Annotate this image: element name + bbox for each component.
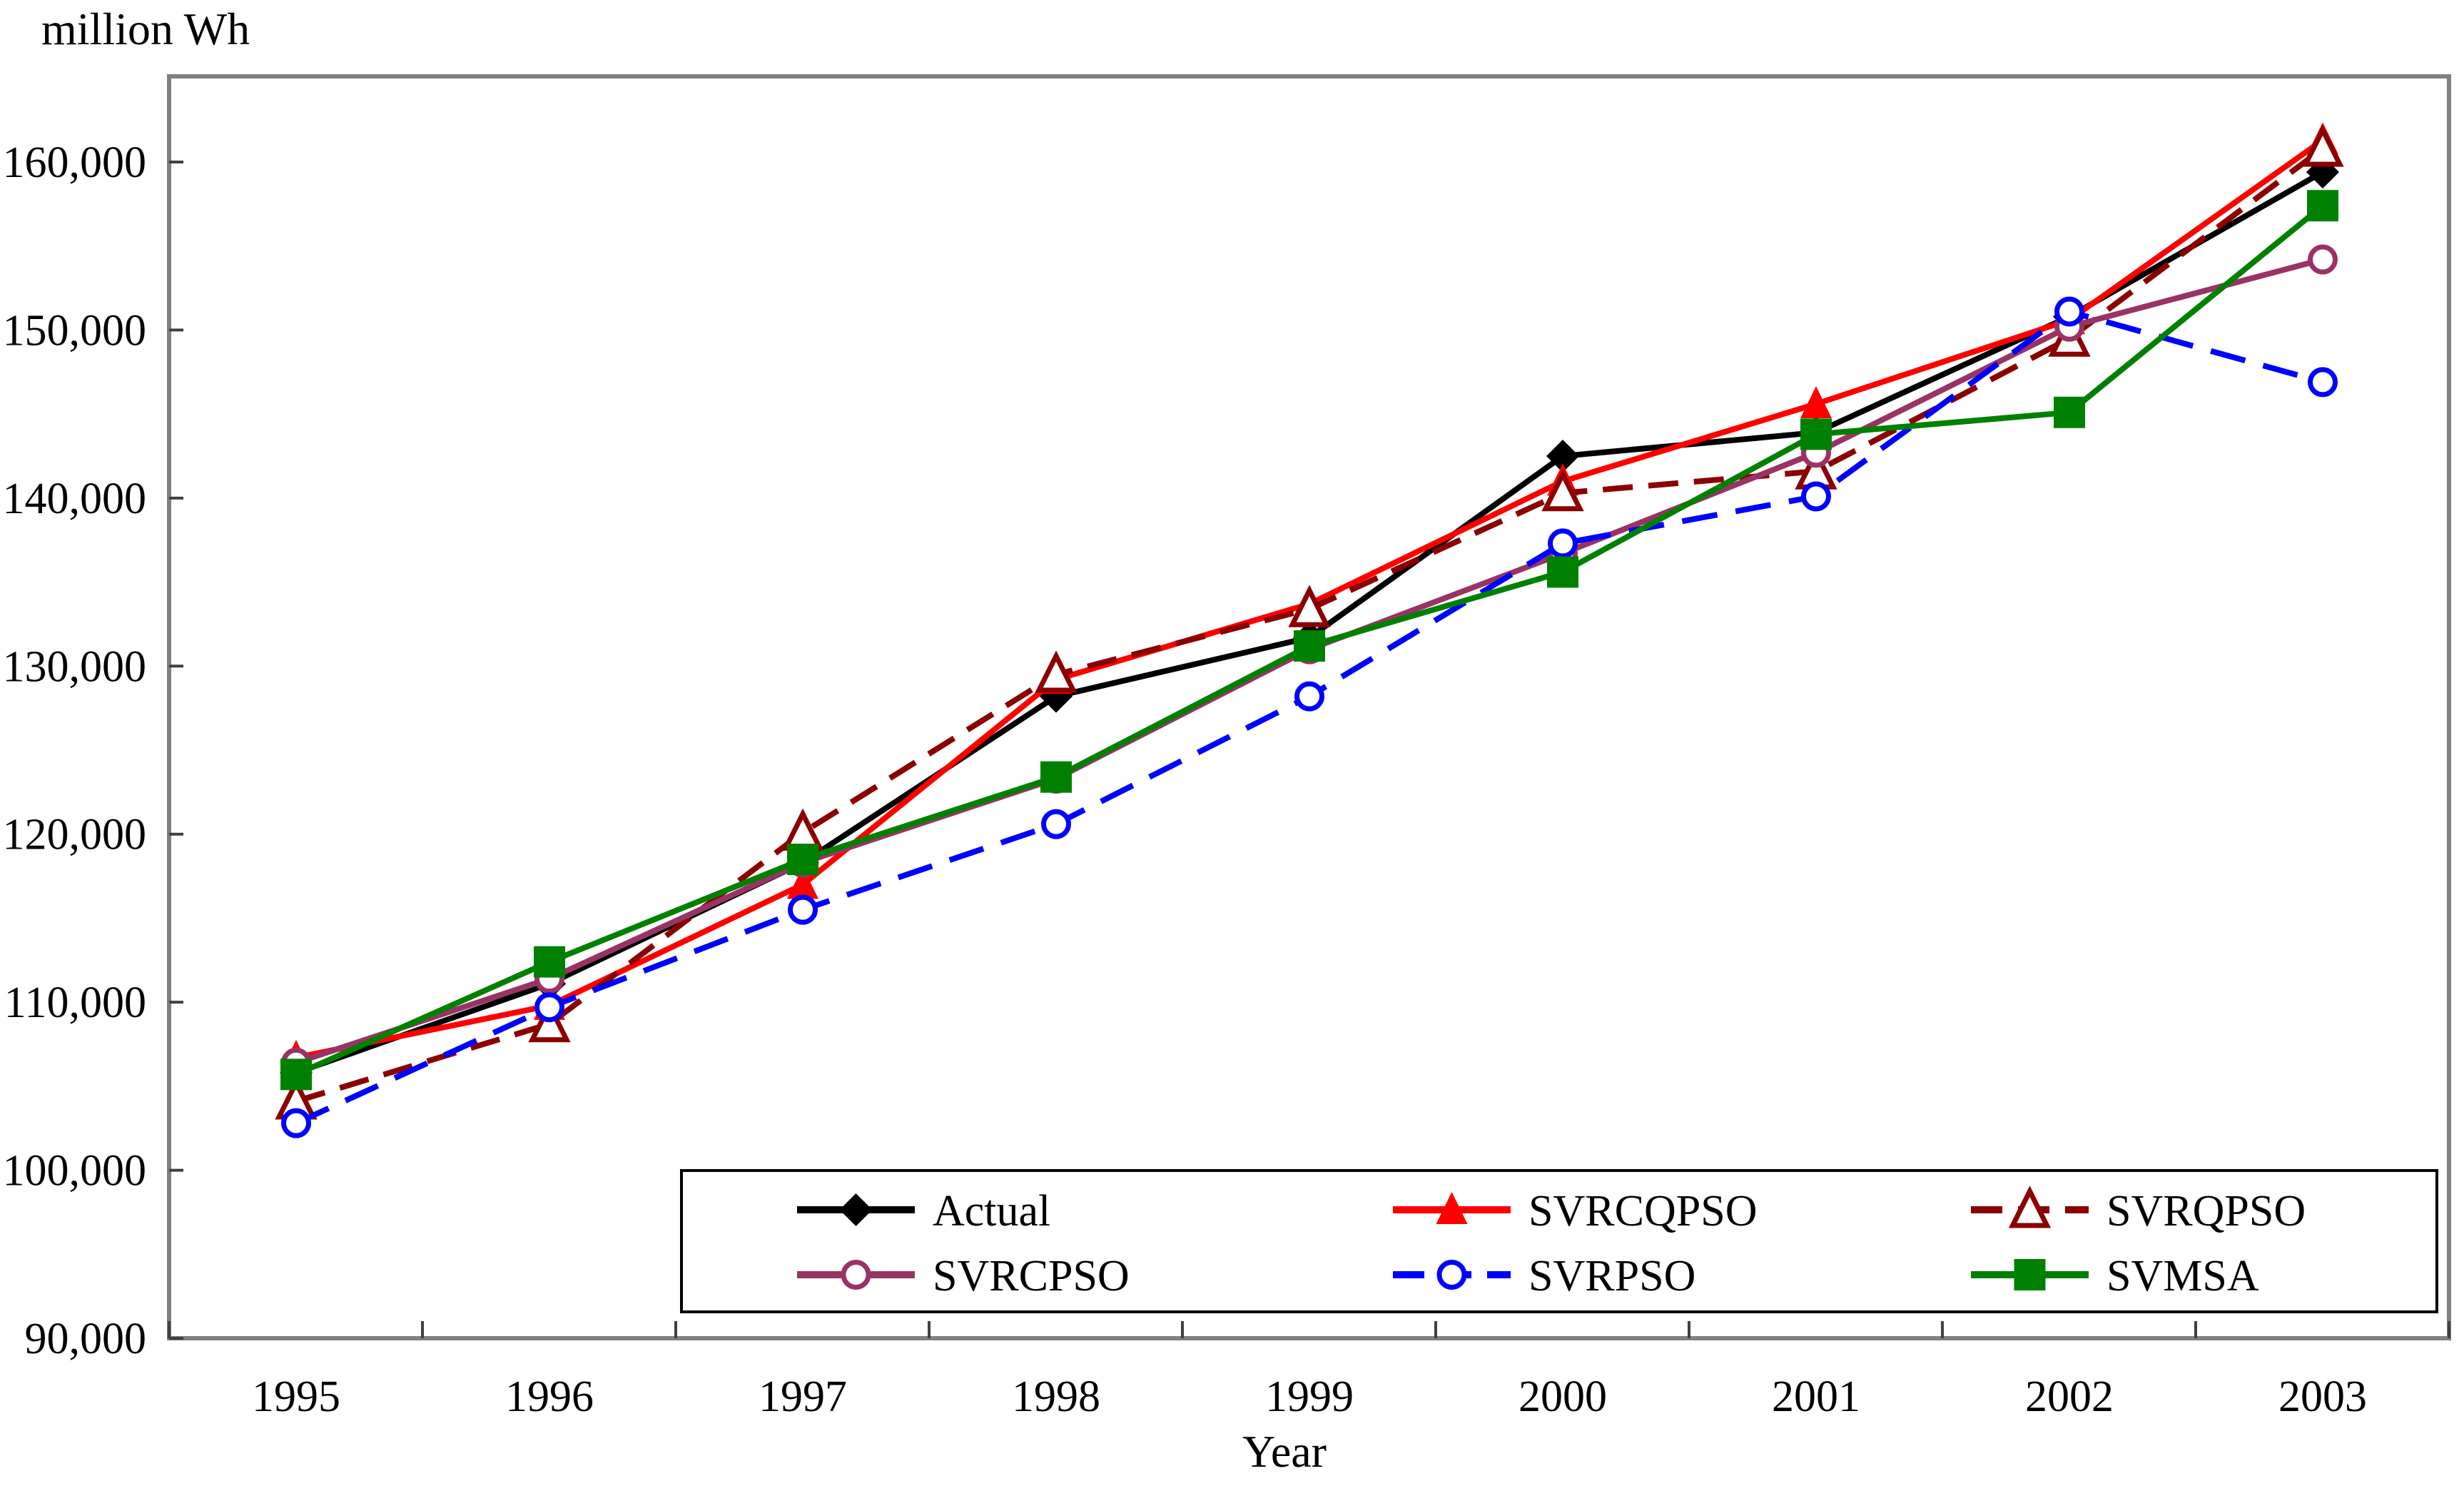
- legend-marker-svrqpso: [2008, 1186, 2052, 1228]
- svrcpso-marker-2003: [2308, 244, 2338, 275]
- legend-marker-svrcpso: [841, 1260, 871, 1290]
- legend-item-svrpso: SVRPSO: [1393, 1252, 1695, 1300]
- x-tick-label-2001: 2001: [1772, 1373, 1860, 1421]
- svmsa-marker-2001: [1800, 418, 1832, 450]
- svmsa-marker-1999: [1294, 630, 1325, 662]
- legend-label-svrpso: SVRPSO: [1528, 1252, 1695, 1300]
- svmsa-marker-1995: [280, 1058, 312, 1091]
- x-tick-label-1999: 1999: [1265, 1373, 1354, 1421]
- y-tick-label: 90,000: [25, 1315, 147, 1363]
- svmsa-marker-2002: [2054, 396, 2085, 428]
- svrcqpso-marker-2001: [1800, 386, 1832, 419]
- legend: Actual SVRCQPSO SVRQPSO SVRCPSO SVRPSO SVMSA: [680, 1169, 2438, 1313]
- svmsa-marker-1998: [1040, 761, 1072, 793]
- svrpso-marker-2001: [1801, 481, 1831, 512]
- svrqpso-marker-2000: [1541, 468, 1584, 512]
- svrqpso-marker-1998: [1035, 650, 1078, 693]
- legend-item-svrcpso: SVRCPSO: [797, 1252, 1130, 1300]
- x-tick-label-2003: 2003: [2278, 1373, 2367, 1421]
- y-tick-label: 130,000: [3, 642, 147, 691]
- y-tick-label: 120,000: [3, 811, 147, 859]
- legend-label-actual: Actual: [933, 1187, 1050, 1235]
- y-tick-label: 140,000: [3, 475, 147, 523]
- legend-box: [680, 1169, 2438, 1313]
- legend-item-svrqpso: SVRQPSO: [1971, 1186, 2306, 1235]
- x-tick-label-1995: 1995: [252, 1373, 340, 1421]
- series-svmsa: [280, 190, 2338, 1091]
- legend-label-svrqpso: SVRQPSO: [2106, 1187, 2306, 1235]
- legend-marker-svrpso: [1436, 1260, 1467, 1290]
- svrpso-marker-2002: [2054, 296, 2084, 327]
- y-tick-label: 110,000: [4, 979, 146, 1027]
- svrpso-marker-1997: [788, 894, 818, 925]
- legend-item-svmsa: SVMSA: [1971, 1252, 2259, 1300]
- series-line-svrpso: [295, 308, 2324, 1126]
- svrpso-marker-2000: [1548, 528, 1578, 559]
- legend-marker-actual: [839, 1193, 873, 1226]
- legend-marker-svmsa: [2014, 1259, 2046, 1290]
- legend-label-svmsa: SVMSA: [2106, 1252, 2259, 1300]
- x-tick-label-1996: 1996: [505, 1373, 594, 1421]
- y-axis: 90,000 100,000 110,000 120,000 130,000 140,00…: [3, 138, 183, 1363]
- series-svrqpso: [275, 124, 2344, 1120]
- y-tick-label: 160,000: [3, 138, 147, 187]
- svmsa-marker-2000: [1547, 556, 1578, 588]
- legend-item-svrcqpso: SVRCQPSO: [1393, 1187, 1757, 1235]
- svrpso-marker-1999: [1294, 681, 1324, 712]
- svmsa-marker-2003: [2307, 190, 2338, 222]
- svmsa-marker-1996: [534, 946, 565, 978]
- y-axis-unit-title: million Wh: [41, 4, 250, 54]
- plot-area-border: [167, 74, 2451, 1340]
- svrpso-marker-1996: [534, 992, 564, 1023]
- actual-marker-2000: [1546, 440, 1579, 472]
- svrqpso-marker-1996: [528, 999, 571, 1043]
- svrpso-marker-2003: [2308, 367, 2338, 398]
- x-axis-title: Year: [1242, 1426, 1327, 1477]
- legend-marker-svrcqpso: [1436, 1192, 1468, 1224]
- svrpso-marker-1995: [281, 1108, 311, 1138]
- legend-item-actual: Actual: [797, 1187, 1050, 1235]
- series-svrpso: [281, 296, 2338, 1138]
- x-axis: 1995 1996 1997 1998 1999 2000 2001 2002 2003: [168, 1321, 2450, 1421]
- svrqpso-marker-2003: [2301, 124, 2344, 167]
- x-tick-label-1997: 1997: [759, 1373, 847, 1421]
- svrpso-marker-1998: [1041, 809, 1071, 839]
- x-tick-label-2000: 2000: [1519, 1373, 1607, 1421]
- y-tick-label: 150,000: [3, 306, 147, 355]
- svrcqpso-marker-1997: [787, 866, 818, 899]
- svrqpso-marker-1997: [781, 808, 824, 851]
- x-tick-label-2002: 2002: [2025, 1373, 2114, 1421]
- legend-label-svrcpso: SVRCPSO: [933, 1252, 1130, 1300]
- x-tick-label-1998: 1998: [1012, 1373, 1100, 1421]
- svmsa-marker-1997: [787, 844, 818, 876]
- svrqpso-marker-1999: [1288, 585, 1331, 627]
- y-tick-label: 100,000: [3, 1147, 147, 1196]
- legend-label-svrcqpso: SVRCQPSO: [1528, 1187, 1757, 1235]
